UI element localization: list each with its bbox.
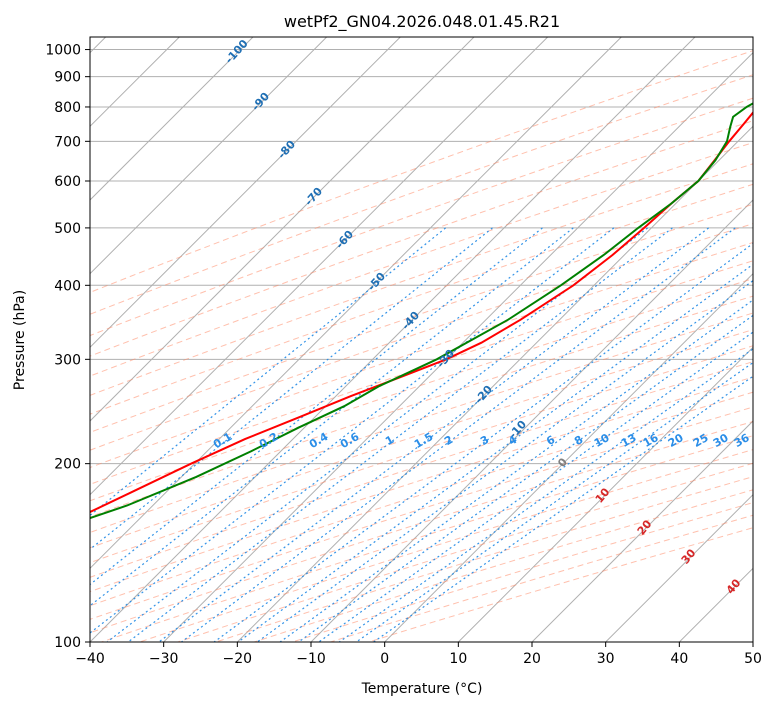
dewpoint-profile-line (90, 102, 753, 520)
mixing-ratio-line (90, 227, 493, 551)
x-tick-label: 40 (670, 651, 688, 667)
dry-adiabat-line (292, 502, 753, 642)
dry-adiabat-line (90, 329, 753, 549)
x-tick-label: −20 (223, 651, 253, 667)
dry-adiabat-line (177, 462, 753, 642)
y-axis-label: Pressure (hPa) (12, 290, 28, 390)
mixing-ratio-line (90, 227, 574, 607)
plot-frame (89, 36, 754, 643)
y-tick-label: 900 (54, 70, 81, 86)
y-tick-label: 600 (54, 174, 81, 190)
x-tick-label: 0 (380, 651, 389, 667)
x-tick-label: 10 (449, 651, 467, 667)
dry-adiabat-line (90, 345, 753, 564)
dry-adiabat-line (90, 142, 753, 377)
dry-adiabat-line (254, 489, 753, 642)
isotherm-line (531, 420, 753, 642)
mixing-ratio-line (256, 279, 753, 642)
mixing-ratio-line (213, 242, 753, 642)
y-tick-label: 800 (54, 100, 81, 116)
x-tick-label: 50 (744, 651, 762, 667)
x-tick-label: −40 (75, 651, 105, 667)
dry-adiabat-line (90, 97, 753, 337)
mixing-ratio-line (90, 227, 543, 586)
y-tick-label: 700 (54, 134, 81, 150)
isotherm-line (90, 37, 696, 642)
y-tick-label: 100 (54, 635, 81, 651)
y-tick-label: 200 (54, 457, 81, 473)
isotherm-line (163, 51, 753, 642)
isotherm-line (90, 37, 254, 201)
y-tick-label: 500 (54, 221, 81, 237)
dry-adiabat-line (215, 476, 753, 642)
x-tick-label: −10 (296, 651, 326, 667)
dry-adiabat-line (139, 449, 753, 642)
series-layer (90, 102, 753, 520)
isotherm-line (90, 37, 549, 496)
x-tick-label: 30 (597, 651, 615, 667)
x-axis-ticks: −40 −30 −20 −10 0 10 20 30 40 50 (75, 642, 762, 667)
dry-adiabat-line (90, 120, 753, 357)
isotherm-line (384, 272, 753, 642)
y-axis-ticks: 100 200 300 400 500 600 700 800 900 1000 (45, 43, 90, 651)
dry-adiabat-line (90, 183, 753, 415)
mixing-ratio-line (298, 314, 753, 642)
mixing-ratio-line (338, 348, 753, 642)
isotherm-line (310, 199, 753, 642)
mixing-ratio-line (106, 227, 649, 642)
x-tick-label: −30 (149, 651, 179, 667)
isotherm-line (90, 37, 475, 422)
grid-layer (90, 37, 753, 642)
isotherm-line (457, 346, 753, 642)
isotherm-line (605, 493, 753, 642)
mixing-ratio-line (237, 263, 753, 642)
dry-adiabat-line (90, 50, 753, 293)
dry-adiabat-line (90, 163, 753, 396)
dry-adiabat-line (101, 435, 753, 642)
isotherm-line (90, 37, 328, 275)
mixing-ratio-line (373, 375, 753, 642)
isotherm-line (90, 37, 622, 570)
isotherm-line (90, 37, 401, 349)
mixing-ratio-line (318, 331, 753, 642)
isotherm-line (236, 125, 753, 642)
dry-adiabat-line (90, 361, 753, 578)
mixing-ratio-line (181, 227, 736, 642)
x-tick-label: 20 (523, 651, 541, 667)
y-tick-label: 1000 (45, 43, 81, 59)
y-tick-label: 400 (54, 278, 81, 294)
y-tick-label: 300 (54, 352, 81, 368)
mixing-ratio-line (127, 227, 673, 642)
x-axis-label: Temperature (°C) (361, 681, 483, 697)
chart-title: wetPf2_GN04.2026.048.01.45.R21 (284, 12, 560, 32)
